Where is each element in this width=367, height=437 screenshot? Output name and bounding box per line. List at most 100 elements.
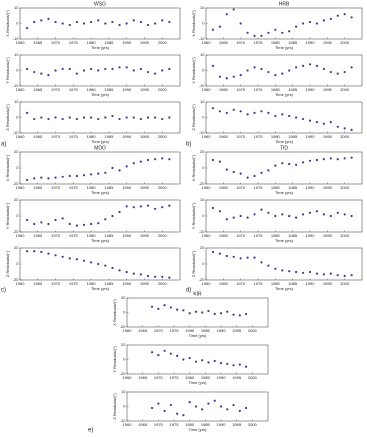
x-tick-label: 1985	[104, 40, 114, 45]
y-tick-label: 0	[202, 68, 205, 73]
x-tick-label: 1965	[138, 328, 148, 333]
data-point	[336, 14, 339, 17]
data-point	[54, 218, 57, 222]
x-tick-label: 1985	[288, 185, 298, 190]
data-point	[26, 111, 29, 114]
x-tick-label: 1995	[140, 87, 150, 92]
data-point	[188, 356, 191, 360]
x-tick-label: 1960	[202, 134, 212, 139]
data-point	[274, 164, 277, 167]
data-point	[295, 216, 298, 219]
x-axis-label: Time (yrs)	[91, 286, 110, 291]
data-point	[182, 414, 185, 417]
data-point	[232, 8, 235, 11]
y-tick-label: 0	[123, 404, 126, 409]
data-point	[295, 66, 298, 69]
x-tick-label: 1975	[69, 281, 79, 286]
data-point	[308, 270, 312, 274]
data-point	[132, 19, 135, 22]
data-point	[322, 158, 325, 161]
data-point	[118, 169, 121, 172]
data-point	[308, 159, 312, 162]
data-point	[26, 27, 29, 30]
data-point	[68, 23, 71, 27]
data-point	[132, 116, 135, 119]
data-point	[82, 223, 86, 226]
x-tick-label: 1970	[236, 185, 246, 190]
data-point	[246, 113, 249, 116]
data-point	[295, 25, 298, 28]
data-point	[219, 405, 223, 408]
y-tick-label: 20	[200, 245, 205, 250]
y-tick-label: 10	[200, 99, 205, 104]
y-axis-label: Y Residuals/(″)	[5, 57, 10, 84]
data-point	[154, 207, 157, 210]
data-point	[267, 111, 270, 114]
y-tick-label: -20	[13, 181, 20, 186]
data-point	[169, 306, 172, 309]
data-point	[47, 117, 50, 121]
data-point	[68, 222, 71, 226]
data-point	[226, 310, 229, 313]
data-point	[139, 67, 142, 71]
x-tick-label: 1985	[288, 281, 298, 286]
data-point	[267, 70, 270, 74]
data-point	[295, 270, 298, 274]
data-point	[225, 77, 228, 80]
x-tick-label: 1965	[219, 134, 229, 139]
x-tick-label: 1960	[202, 40, 212, 45]
data-point	[61, 255, 64, 258]
x-tick-label: 1990	[217, 328, 227, 333]
x-tick-label: 1970	[236, 134, 246, 139]
data-point	[111, 166, 114, 170]
data-point	[281, 213, 284, 216]
data-point	[194, 405, 198, 408]
data-point	[40, 176, 43, 179]
axis-box	[205, 151, 363, 185]
y-axis-label: Y Residuals/(″)	[191, 57, 196, 84]
panel-label: c)	[1, 288, 6, 294]
data-point	[82, 22, 86, 25]
data-point	[281, 162, 284, 165]
data-point	[90, 20, 93, 24]
data-point	[90, 261, 93, 264]
data-point	[75, 174, 78, 178]
y-tick-label: 10	[14, 99, 19, 104]
data-point	[336, 72, 339, 75]
x-tick-label: 2000	[340, 87, 350, 92]
axis-box	[126, 344, 269, 375]
data-point	[169, 352, 172, 355]
data-point	[343, 13, 346, 16]
data-point	[207, 402, 210, 405]
data-point	[281, 113, 284, 116]
data-point	[68, 116, 71, 119]
x-axis-label: Time (yrs)	[275, 238, 294, 243]
data-point	[246, 176, 249, 179]
data-point	[168, 158, 171, 161]
data-point	[150, 305, 154, 308]
data-point	[315, 22, 319, 25]
data-point	[232, 255, 235, 258]
panel-label: d)	[186, 288, 191, 294]
data-point	[201, 311, 204, 314]
data-point	[97, 117, 100, 121]
x-tick-label: 1990	[306, 134, 316, 139]
x-tick-label: 1970	[236, 87, 246, 92]
axis-box	[205, 199, 363, 233]
x-tick-label: 1985	[288, 40, 298, 45]
data-point	[132, 69, 135, 72]
data-point	[118, 269, 121, 272]
data-point	[75, 258, 78, 261]
x-tick-label: 2000	[158, 40, 168, 45]
data-point	[329, 17, 332, 20]
data-point	[176, 354, 179, 357]
data-point	[225, 254, 228, 258]
data-point	[213, 399, 216, 402]
data-point	[308, 119, 312, 122]
x-tick-label: 1985	[104, 87, 114, 92]
y-tick-label: 0	[16, 261, 19, 266]
data-point	[201, 359, 204, 362]
data-point	[40, 72, 43, 75]
data-point	[329, 157, 332, 160]
data-point	[267, 211, 270, 214]
